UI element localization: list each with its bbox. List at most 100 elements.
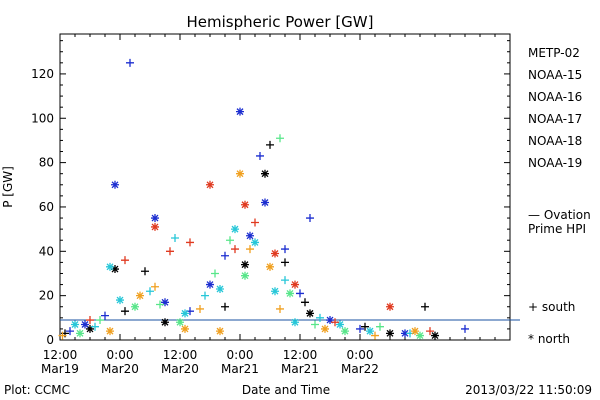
marker-metp-02 xyxy=(281,258,289,267)
marker-noaa-15 xyxy=(111,180,119,189)
marker-noaa-19 xyxy=(121,256,129,265)
marker-noaa-15 xyxy=(221,251,229,260)
marker-noaa-16 xyxy=(366,327,374,336)
y-tick-label: 20 xyxy=(39,289,54,303)
marker-noaa-18 xyxy=(321,324,329,333)
y-tick-label: 80 xyxy=(39,156,54,170)
y-tick-label: 0 xyxy=(46,333,54,347)
marker-metp-02 xyxy=(121,307,129,316)
marker-noaa-18 xyxy=(136,291,144,300)
marker-noaa-15 xyxy=(161,298,169,307)
marker-noaa-18 xyxy=(236,169,244,178)
marker-metp-02 xyxy=(261,169,269,178)
marker-noaa-15 xyxy=(461,324,469,333)
marker-metp-02 xyxy=(86,324,94,333)
legend-south-marker: + south xyxy=(528,300,575,314)
y-tick-label: 100 xyxy=(31,111,54,125)
y-tick-label: 40 xyxy=(39,244,54,258)
marker-noaa-18 xyxy=(196,304,204,313)
legend-entry-noaa-18: NOAA-18 xyxy=(528,134,582,148)
marker-noaa-19 xyxy=(231,245,239,254)
x-tick-label-time: 12:00 xyxy=(283,348,318,362)
marker-noaa-15 xyxy=(81,320,89,329)
marker-noaa-19 xyxy=(166,247,174,256)
marker-noaa-19 xyxy=(206,180,214,189)
marker-noaa-15 xyxy=(326,316,334,325)
marker-metp-02 xyxy=(431,331,439,340)
y-axis: 0 20 40 60 80 100 120 xyxy=(31,40,510,347)
marker-noaa-17 xyxy=(76,329,84,338)
marker-noaa-15 xyxy=(66,327,74,336)
marker-noaa-15 xyxy=(356,324,364,333)
data-markers xyxy=(58,58,469,340)
marker-metp-02 xyxy=(386,329,394,338)
marker-metp-02 xyxy=(221,302,229,311)
marker-noaa-17 xyxy=(311,320,319,329)
marker-noaa-19 xyxy=(291,280,299,289)
y-tick-label: 60 xyxy=(39,200,54,214)
marker-noaa-16 xyxy=(216,285,224,293)
marker-noaa-16 xyxy=(281,276,289,285)
y-axis-label: P [GW] xyxy=(1,166,15,208)
x-axis: 12:00Mar190:00Mar2012:00Mar200:00Mar2112… xyxy=(41,34,511,376)
marker-noaa-18 xyxy=(266,262,274,271)
x-tick-label-time: 0:00 xyxy=(107,348,134,362)
chart-title: Hemispheric Power [GW] xyxy=(187,13,374,31)
x-tick-label-time: 12:00 xyxy=(43,348,78,362)
marker-noaa-18 xyxy=(371,331,379,340)
marker-noaa-16 xyxy=(336,320,344,329)
marker-noaa-15 xyxy=(246,231,254,240)
marker-noaa-18 xyxy=(106,327,114,336)
marker-noaa-16 xyxy=(251,238,259,247)
marker-noaa-16 xyxy=(231,225,239,234)
x-tick-label-date: Mar22 xyxy=(341,362,379,376)
marker-noaa-16 xyxy=(91,322,99,331)
marker-noaa-18 xyxy=(181,324,189,333)
legend-entry-noaa-17: NOAA-17 xyxy=(528,112,582,126)
marker-noaa-15 xyxy=(306,214,314,223)
marker-noaa-16 xyxy=(291,318,299,327)
marker-noaa-16 xyxy=(146,287,154,296)
x-tick-label-time: 0:00 xyxy=(227,348,254,362)
marker-noaa-15 xyxy=(281,245,289,254)
marker-noaa-17 xyxy=(341,327,349,336)
marker-metp-02 xyxy=(301,298,309,307)
marker-noaa-17 xyxy=(416,331,424,340)
marker-noaa-15 xyxy=(401,329,409,338)
marker-noaa-15 xyxy=(126,58,134,67)
y-tick-label: 120 xyxy=(31,67,54,81)
legend-entry-noaa-19: NOAA-19 xyxy=(528,156,582,170)
marker-noaa-16 xyxy=(201,291,209,300)
plot-frame xyxy=(59,33,511,341)
marker-noaa-17 xyxy=(226,236,234,245)
marker-noaa-18 xyxy=(151,282,159,291)
marker-noaa-18 xyxy=(411,327,419,336)
marker-noaa-15 xyxy=(206,280,214,289)
marker-noaa-16 xyxy=(171,234,179,242)
marker-noaa-17 xyxy=(176,318,184,327)
marker-metp-02 xyxy=(421,302,429,311)
marker-metp-02 xyxy=(141,267,149,276)
legend: METP-02 NOAA-15 NOAA-16 NOAA-17 NOAA-18 … xyxy=(528,46,591,346)
marker-noaa-16 xyxy=(181,309,189,318)
marker-metp-02 xyxy=(161,318,169,327)
legend-entry-ovation: — Ovation xyxy=(528,208,591,222)
marker-metp-02 xyxy=(266,140,274,149)
marker-noaa-17 xyxy=(276,134,284,143)
marker-noaa-17 xyxy=(156,300,164,309)
x-tick-label-date: Mar21 xyxy=(281,362,319,376)
marker-noaa-15 xyxy=(101,311,109,320)
marker-noaa-18 xyxy=(246,245,254,254)
marker-metp-02 xyxy=(361,322,369,331)
legend-entry-ovation-2: Prime HPI xyxy=(528,222,586,236)
marker-noaa-18 xyxy=(276,304,284,313)
marker-noaa-19 xyxy=(331,318,339,327)
legend-entry-noaa-16: NOAA-16 xyxy=(528,90,582,104)
marker-metp-02 xyxy=(306,309,314,318)
marker-noaa-16 xyxy=(316,313,324,322)
marker-noaa-17 xyxy=(131,302,139,311)
plot-credit: Plot: CCMC xyxy=(4,383,70,397)
legend-entry-metp-02: METP-02 xyxy=(528,46,580,60)
marker-noaa-17 xyxy=(286,289,294,298)
